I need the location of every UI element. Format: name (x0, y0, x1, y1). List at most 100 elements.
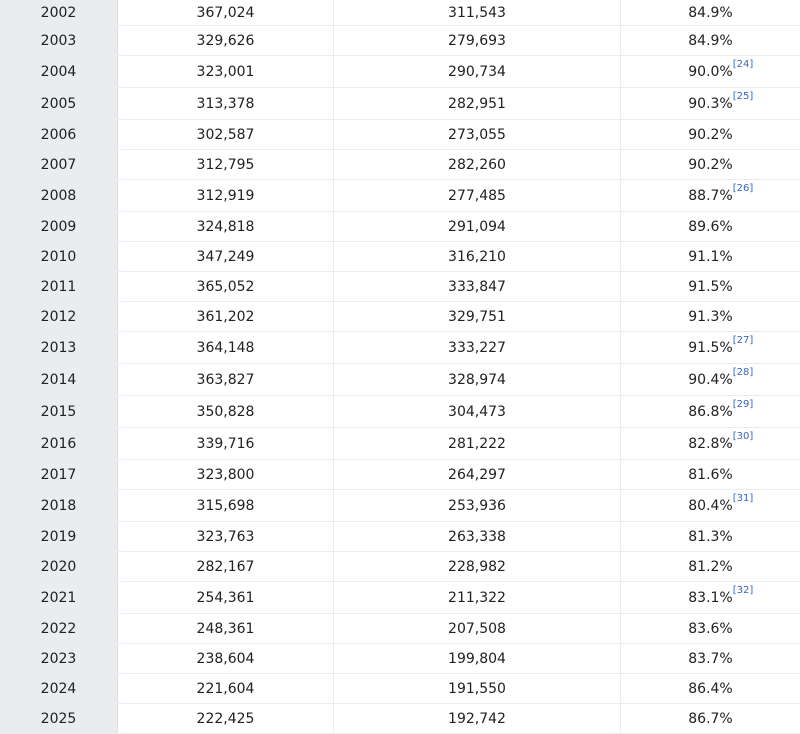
percent-value: 81.2% (688, 558, 733, 575)
year-cell: 2023 (0, 644, 118, 673)
year-cell: 2014 (0, 364, 118, 395)
year-cell: 2007 (0, 150, 118, 179)
percent-cell: 83.1% [32] (621, 582, 800, 613)
percent-value: 90.4% (688, 371, 733, 388)
value-a-cell: 339,716 (118, 428, 334, 459)
value-a-cell: 323,001 (118, 56, 334, 87)
table-row: 2005 313,378 282,951 90.3% [25] (0, 88, 800, 120)
percent-value-wrap: 81.6% (688, 467, 732, 483)
value-b-cell: 199,804 (334, 644, 621, 673)
value-b-cell: 290,734 (334, 56, 621, 87)
value-b-cell: 316,210 (334, 242, 621, 271)
percent-value-wrap: 91.1% (688, 249, 732, 265)
percent-cell: 91.5% [27] (621, 332, 800, 363)
value-b-cell: 207,508 (334, 614, 621, 643)
percent-cell: 83.6% (621, 614, 800, 643)
year-cell: 2025 (0, 704, 118, 733)
value-a-cell: 302,587 (118, 120, 334, 149)
year-cell: 2015 (0, 396, 118, 427)
percent-value-wrap: 90.2% (688, 127, 732, 143)
percent-value-wrap: 80.4% [31] (688, 493, 753, 514)
percent-cell: 90.2% (621, 150, 800, 179)
percent-cell: 81.3% (621, 522, 800, 551)
percent-cell: 84.9% (621, 26, 800, 55)
value-b-cell: 281,222 (334, 428, 621, 459)
percent-cell: 88.7% [26] (621, 180, 800, 211)
value-a-cell: 221,604 (118, 674, 334, 703)
percent-value-wrap: 83.6% (688, 621, 732, 637)
value-b-cell: 291,094 (334, 212, 621, 241)
percent-value: 91.3% (688, 308, 733, 325)
year-cell: 2005 (0, 88, 118, 119)
year-cell: 2003 (0, 26, 118, 55)
percent-cell: 86.7% (621, 704, 800, 733)
value-b-cell: 192,742 (334, 704, 621, 733)
value-a-cell: 364,148 (118, 332, 334, 363)
citation-link[interactable]: [28] (732, 366, 754, 378)
percent-value-wrap: 84.9% (688, 5, 732, 21)
percent-value-wrap: 86.7% (688, 711, 732, 727)
year-cell: 2021 (0, 582, 118, 613)
value-a-cell: 347,249 (118, 242, 334, 271)
percent-value: 80.4% (688, 497, 733, 514)
percent-value-wrap: 81.3% (688, 529, 732, 545)
percent-value-wrap: 90.4% [28] (688, 367, 753, 388)
percent-value: 91.5% (688, 278, 733, 295)
value-a-cell: 282,167 (118, 552, 334, 581)
value-a-cell: 323,800 (118, 460, 334, 489)
percent-value: 90.2% (688, 126, 733, 143)
citation-link[interactable]: [25] (732, 90, 754, 102)
table-row: 2018 315,698 253,936 80.4% [31] (0, 490, 800, 522)
value-a-cell: 248,361 (118, 614, 334, 643)
value-b-cell: 273,055 (334, 120, 621, 149)
year-cell: 2017 (0, 460, 118, 489)
percent-cell: 80.4% [31] (621, 490, 800, 521)
value-b-cell: 282,260 (334, 150, 621, 179)
table-row: 2008 312,919 277,485 88.7% [26] (0, 180, 800, 212)
table-row: 2012 361,202 329,751 91.3% (0, 302, 800, 332)
percent-value-wrap: 91.5% [27] (688, 335, 753, 356)
percent-value: 91.5% (688, 339, 733, 356)
table-row: 2011 365,052 333,847 91.5% (0, 272, 800, 302)
table-row: 2013 364,148 333,227 91.5% [27] (0, 332, 800, 364)
percent-cell: 86.8% [29] (621, 396, 800, 427)
percent-value: 89.6% (688, 218, 733, 235)
citation-link[interactable]: [24] (732, 58, 754, 70)
year-cell: 2009 (0, 212, 118, 241)
value-b-cell: 333,227 (334, 332, 621, 363)
percent-cell: 86.4% (621, 674, 800, 703)
percent-value: 83.6% (688, 620, 733, 637)
year-cell: 2006 (0, 120, 118, 149)
year-cell: 2018 (0, 490, 118, 521)
percent-cell: 91.5% (621, 272, 800, 301)
value-b-cell: 329,751 (334, 302, 621, 331)
year-cell: 2022 (0, 614, 118, 643)
percent-value-wrap: 91.5% (688, 279, 732, 295)
percent-value-wrap: 83.7% (688, 651, 732, 667)
percent-value: 84.9% (688, 4, 733, 21)
year-cell: 2019 (0, 522, 118, 551)
citation-link[interactable]: [27] (732, 334, 754, 346)
citation-link[interactable]: [31] (732, 492, 754, 504)
value-a-cell: 323,763 (118, 522, 334, 551)
percent-cell: 90.2% (621, 120, 800, 149)
citation-link[interactable]: [26] (732, 182, 754, 194)
value-a-cell: 238,604 (118, 644, 334, 673)
percent-value-wrap: 90.0% [24] (688, 59, 753, 80)
value-a-cell: 315,698 (118, 490, 334, 521)
value-a-cell: 350,828 (118, 396, 334, 427)
table-row: 2002 367,024 311,543 84.9% (0, 0, 800, 26)
percent-cell: 90.3% [25] (621, 88, 800, 119)
table-row: 2017 323,800 264,297 81.6% (0, 460, 800, 490)
value-b-cell: 264,297 (334, 460, 621, 489)
percent-value: 90.2% (688, 156, 733, 173)
citation-link[interactable]: [32] (732, 584, 754, 596)
value-b-cell: 263,338 (334, 522, 621, 551)
percent-value: 81.6% (688, 466, 733, 483)
citation-link[interactable]: [29] (732, 398, 754, 410)
value-b-cell: 328,974 (334, 364, 621, 395)
percent-cell: 91.3% (621, 302, 800, 331)
citation-link[interactable]: [30] (732, 430, 754, 442)
table-row: 2022 248,361 207,508 83.6% (0, 614, 800, 644)
